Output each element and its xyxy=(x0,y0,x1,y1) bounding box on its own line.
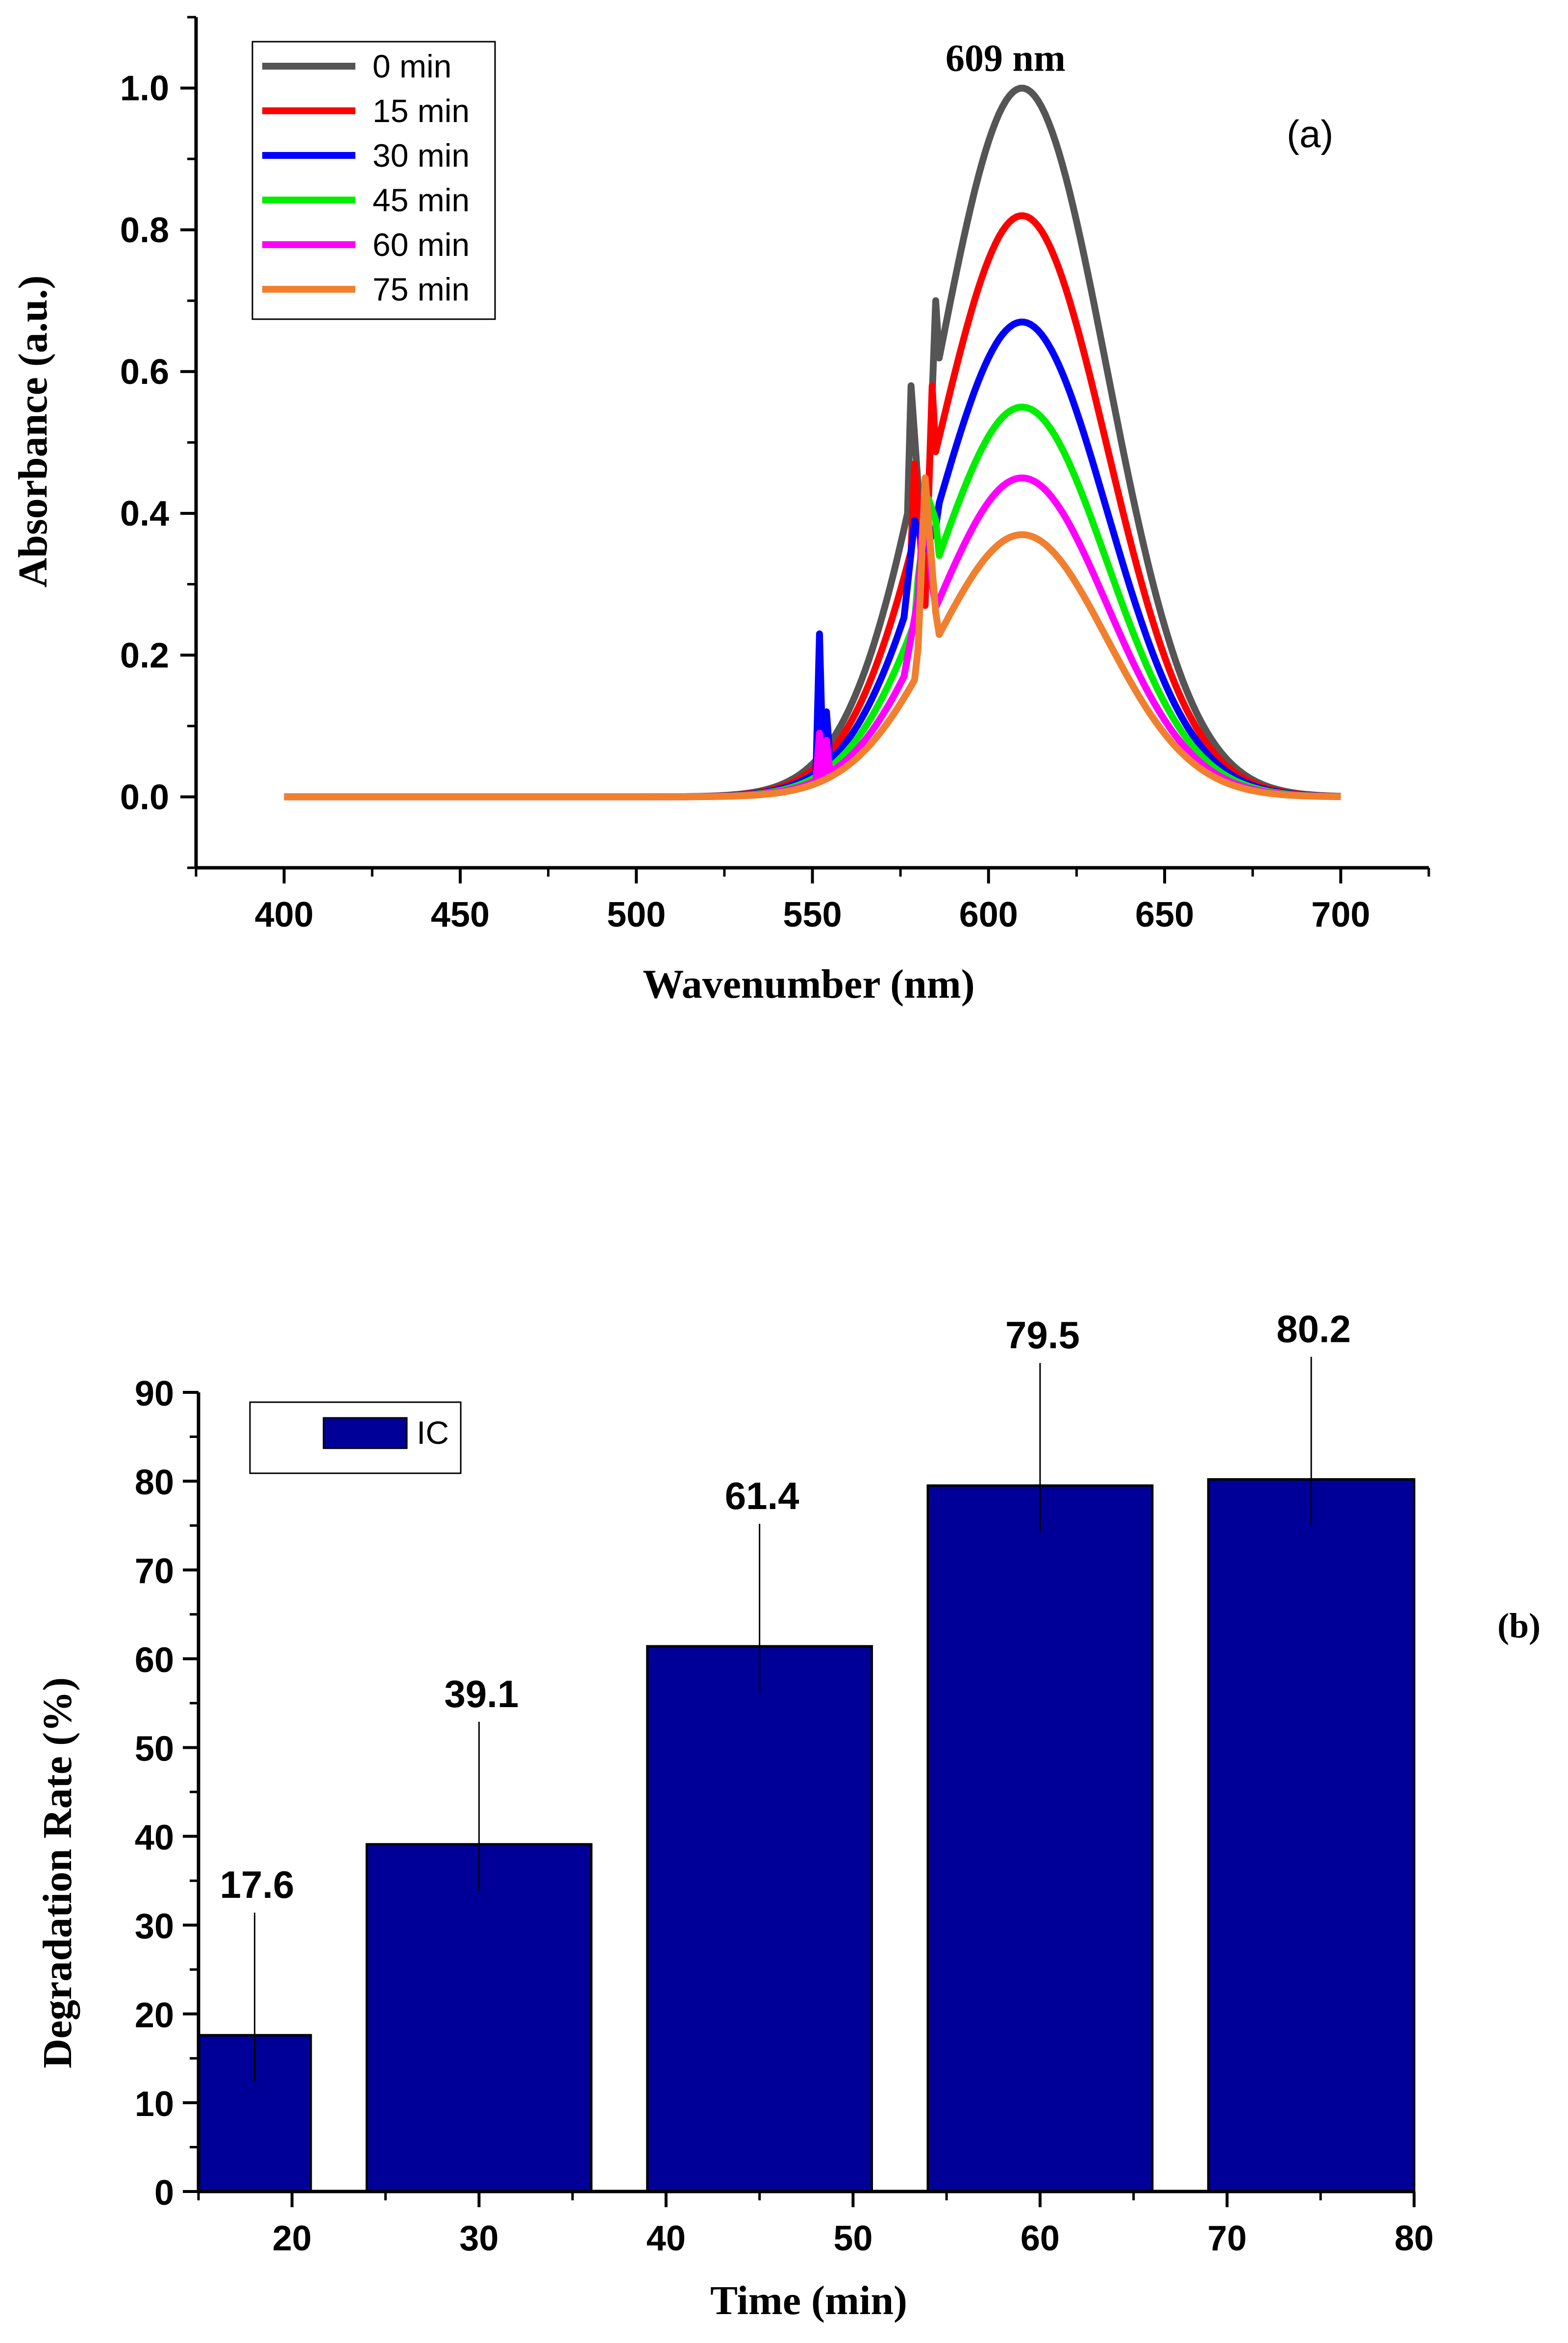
y-tick-label: 20 xyxy=(135,1996,174,2035)
y-tick-label: 1.0 xyxy=(120,69,169,108)
x-axis-title: Time (min) xyxy=(710,2278,907,2323)
x-tick-label: 80 xyxy=(1394,2219,1434,2258)
x-tick-label: 70 xyxy=(1207,2219,1246,2258)
x-tick-label: 550 xyxy=(783,895,842,934)
y-tick-label: 0.6 xyxy=(120,353,169,392)
bar xyxy=(926,1484,1154,2193)
y-tick-label: 80 xyxy=(135,1463,174,1502)
x-tick-label: 450 xyxy=(431,895,490,934)
panel-label: (a) xyxy=(1287,112,1333,155)
x-axis-title: Wavenumber (nm) xyxy=(643,961,974,1007)
degradation-chart: 0 10 20 30 40 50 60 70 80 90 20 30 40 50 60 70 80 17.6 39… xyxy=(35,1307,1541,2323)
legend-label: 15 min xyxy=(373,93,470,129)
y-tick-label: 70 xyxy=(135,1552,174,1591)
y-tick-label: 0.8 xyxy=(120,211,169,250)
legend-label: 30 min xyxy=(373,137,470,174)
bar-value-label: 79.5 xyxy=(1005,1313,1080,1357)
y-tick-label: 90 xyxy=(135,1374,174,1413)
legend-label: 60 min xyxy=(373,227,470,263)
bar-value-label: 39.1 xyxy=(444,1672,519,1715)
series-line-75-min xyxy=(284,474,1341,801)
y-tick-label: 0.0 xyxy=(120,778,169,817)
x-tick-label: 30 xyxy=(459,2219,498,2258)
absorbance-series-group xyxy=(284,84,1341,801)
legend-label: 0 min xyxy=(373,48,451,84)
bar xyxy=(365,1843,593,2193)
x-tick-label: 600 xyxy=(959,895,1018,934)
degradation-legend: IC xyxy=(249,1401,462,1474)
y-tick-label: 0.2 xyxy=(120,636,169,675)
y-tick-label: 30 xyxy=(135,1907,174,1946)
degradation-bars xyxy=(197,1478,1416,2193)
y-tick-label: 40 xyxy=(135,1818,174,1858)
peak-annotation: 609 nm xyxy=(946,37,1066,79)
legend-box xyxy=(251,41,496,320)
x-tick-label: 40 xyxy=(647,2219,686,2258)
legend-swatch xyxy=(323,1417,408,1449)
legend-label: IC xyxy=(417,1414,449,1451)
degradation-ticks: 0 10 20 30 40 50 60 70 80 90 20 30 40 50 60 70 80 xyxy=(135,1374,1434,2258)
y-axis-title: Degradation Rate (%) xyxy=(35,1677,80,2068)
absorbance-chart: 400 450 500 550 600 650 7000.00.20.40.60.81.0 … xyxy=(10,16,1430,1007)
bar-value-label: 61.4 xyxy=(725,1474,799,1517)
bar-value-label: 80.2 xyxy=(1276,1307,1351,1350)
x-tick-label: 50 xyxy=(833,2219,872,2258)
series-line-30-min xyxy=(284,318,1341,801)
y-tick-label: 10 xyxy=(135,2085,174,2124)
legend-label: 75 min xyxy=(373,271,470,307)
bar xyxy=(1207,1478,1416,2193)
y-tick-label: 0.4 xyxy=(120,494,169,533)
y-tick-label: 50 xyxy=(135,1729,174,1768)
bar-value-labels: 17.6 39.1 61.4 79.5 80.2 xyxy=(220,1307,1351,2082)
series-line-45-min xyxy=(284,403,1341,801)
y-axis-title: Absorbance (a.u.) xyxy=(10,275,56,587)
x-tick-label: 60 xyxy=(1020,2219,1060,2258)
panel-label: (b) xyxy=(1497,1606,1541,1645)
x-tick-label: 20 xyxy=(273,2219,312,2258)
absorbance-legend: 0 min 15 min 30 min 45 min 60 min 75 min xyxy=(251,41,496,320)
legend-label: 45 min xyxy=(373,182,470,218)
y-tick-label: 0 xyxy=(154,2173,174,2213)
x-tick-label: 400 xyxy=(255,895,314,934)
x-tick-label: 500 xyxy=(607,895,666,934)
x-tick-label: 650 xyxy=(1135,895,1194,934)
y-tick-label: 60 xyxy=(135,1640,174,1680)
bar-value-label: 17.6 xyxy=(220,1863,295,1906)
bar xyxy=(646,1645,873,2193)
absorbance-ticks: 400 450 500 550 600 650 700 0.0 0.2 0.4 0.6 0.8 1.0 xyxy=(120,16,1430,934)
x-tick-label: 700 xyxy=(1311,895,1370,934)
